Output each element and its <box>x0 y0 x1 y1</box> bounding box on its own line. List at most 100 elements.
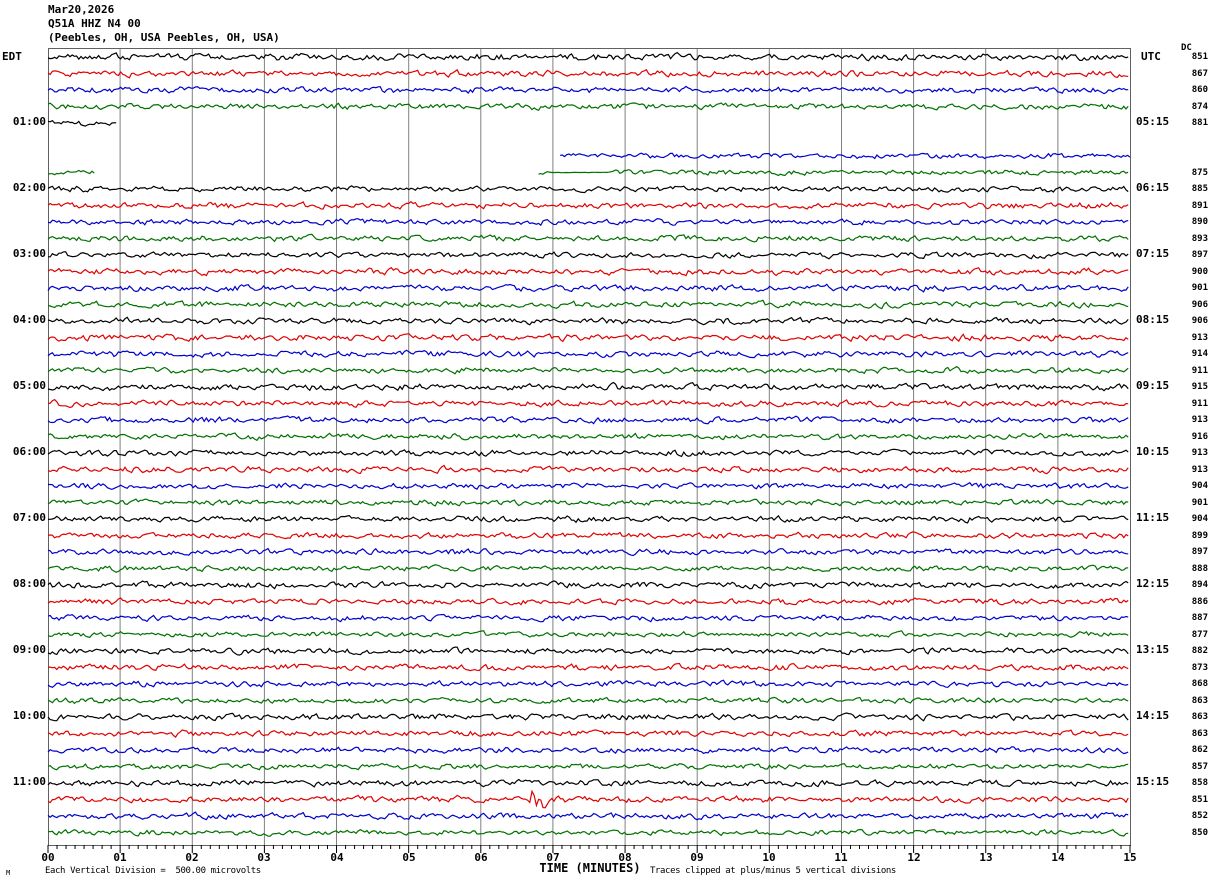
x-tick-label: 06 <box>474 851 488 864</box>
seismic-trace-green <box>47 498 1129 507</box>
dc-offset-value: 890 <box>1191 217 1208 227</box>
edt-hour-label: 03:00 <box>12 247 46 260</box>
seismic-trace-blue <box>47 679 1129 688</box>
dc-offset-value: 893 <box>1191 234 1208 244</box>
utc-hour-label: 15:15 <box>1136 775 1170 788</box>
seismic-trace-red <box>47 729 1129 738</box>
edt-hour-label: 07:00 <box>12 511 46 524</box>
seismic-trace-blue <box>47 746 1129 755</box>
edt-hour-label: 11:00 <box>12 775 46 788</box>
seismic-trace-black <box>47 778 1129 788</box>
x-axis-title: TIME (MINUTES) <box>539 861 641 875</box>
seismic-trace-green <box>47 762 1129 771</box>
header-station: Q51A HHZ N4 00 <box>48 17 141 30</box>
seismic-trace-red <box>47 68 1129 79</box>
dc-offset-value: 862 <box>1191 745 1208 755</box>
dc-offset-value: 916 <box>1191 432 1208 442</box>
seismic-trace-green <box>47 432 1129 442</box>
dc-offset-value: 906 <box>1191 316 1208 326</box>
seismic-trace-black <box>47 51 1129 62</box>
vertical-scale-note: Each Vertical Division = 500.00 microvol… <box>45 866 261 876</box>
seismic-trace-blue <box>47 811 1129 821</box>
x-tick-label: 03 <box>257 851 271 864</box>
utc-hour-label: 05:15 <box>1136 115 1170 128</box>
seismic-trace-blue <box>47 415 1129 425</box>
seismic-trace-black <box>47 646 1129 656</box>
seismic-trace-red <box>47 398 1129 409</box>
x-tick-label: 10 <box>762 851 776 864</box>
dc-offset-value: 875 <box>1191 168 1208 178</box>
x-tick-label: 08 <box>618 851 632 864</box>
dc-offset-value: 860 <box>1191 85 1208 95</box>
header-date: Mar20,2026 <box>48 3 115 16</box>
seismic-trace-red <box>47 266 1129 277</box>
dc-offset-value: 888 <box>1191 564 1208 574</box>
utc-hour-label: 09:15 <box>1136 379 1170 392</box>
dc-offset-value: 911 <box>1191 366 1208 376</box>
header-location: (Peebles, OH, USA Peebles, OH, USA) <box>48 31 280 44</box>
seismic-trace-black <box>47 448 1129 458</box>
seismic-trace-green <box>47 630 1129 638</box>
edt-hour-label: 01:00 <box>12 115 46 128</box>
dc-offset-value: 897 <box>1191 547 1208 557</box>
dc-offset-value: 904 <box>1191 514 1208 524</box>
dc-offset-value: 900 <box>1191 267 1208 277</box>
dc-offset-value: 894 <box>1191 580 1208 590</box>
dc-offset-value: 851 <box>1191 795 1208 805</box>
seismic-trace-black <box>47 381 1129 392</box>
seismic-trace-green <box>47 233 1129 243</box>
edt-hour-label: 05:00 <box>12 379 46 392</box>
edt-hour-label: 02:00 <box>12 181 46 194</box>
x-tick-label: 07 <box>546 851 560 864</box>
utc-hour-label: 11:15 <box>1136 511 1170 524</box>
seismic-trace-red <box>47 332 1129 343</box>
dc-offset-value: 906 <box>1191 300 1208 310</box>
x-tick-label: 11 <box>834 851 848 864</box>
x-tick-label: 15 <box>1123 851 1137 864</box>
x-tick-label: 02 <box>185 851 199 864</box>
x-tick-label: 14 <box>1051 851 1065 864</box>
seismic-trace-black <box>47 580 1129 590</box>
plot-border <box>48 48 1131 846</box>
dc-offset-value: 851 <box>1191 52 1208 62</box>
edt-hour-label: 06:00 <box>12 445 46 458</box>
dc-offset-value: 913 <box>1191 448 1208 458</box>
x-tick-label: 00 <box>41 851 55 864</box>
seismic-trace-blue <box>48 481 1129 491</box>
dc-offset-value: 852 <box>1191 811 1208 821</box>
dc-offset-value: 897 <box>1191 250 1208 260</box>
seismic-trace-black <box>47 316 1129 326</box>
dc-offset-value: 911 <box>1191 399 1208 409</box>
dc-offset-value: 901 <box>1191 283 1208 293</box>
seismic-trace-blue <box>47 283 1129 293</box>
seismic-trace-red <box>47 789 1129 809</box>
seismic-trace-blue <box>47 613 1129 623</box>
seismic-trace-red <box>47 662 1129 672</box>
dc-offset-value: 913 <box>1191 465 1208 475</box>
utc-hour-label: 08:15 <box>1136 313 1170 326</box>
dc-offset-value: 891 <box>1191 201 1208 211</box>
x-tick-label: 09 <box>690 851 704 864</box>
dc-offset-header: DC <box>1181 43 1192 53</box>
seismic-trace-red <box>47 464 1129 475</box>
seismic-trace-red <box>47 531 1129 540</box>
dc-offset-value: 877 <box>1191 630 1208 640</box>
utc-hour-label: 13:15 <box>1136 643 1170 656</box>
edt-hour-label: 10:00 <box>12 709 46 722</box>
x-tick-label: 13 <box>979 851 993 864</box>
seismic-trace-black <box>47 712 1129 722</box>
dc-offset-value: 915 <box>1191 382 1208 392</box>
seismic-trace-green <box>538 168 1129 177</box>
clipping-note: Traces clipped at plus/minus 5 vertical … <box>650 866 896 876</box>
seismic-trace-blue <box>47 547 1129 557</box>
dc-offset-value: 887 <box>1191 613 1208 623</box>
utc-hour-label: 14:15 <box>1136 709 1170 722</box>
utc-hour-label: 06:15 <box>1136 181 1170 194</box>
corner-mark: M <box>6 869 11 877</box>
seismic-trace-green <box>47 299 1129 310</box>
dc-offset-value: 901 <box>1191 498 1208 508</box>
dc-offset-value: 850 <box>1191 828 1208 838</box>
dc-offset-value: 863 <box>1191 696 1208 706</box>
edt-hour-label: 08:00 <box>12 577 46 590</box>
seismic-trace-black <box>47 185 1129 194</box>
